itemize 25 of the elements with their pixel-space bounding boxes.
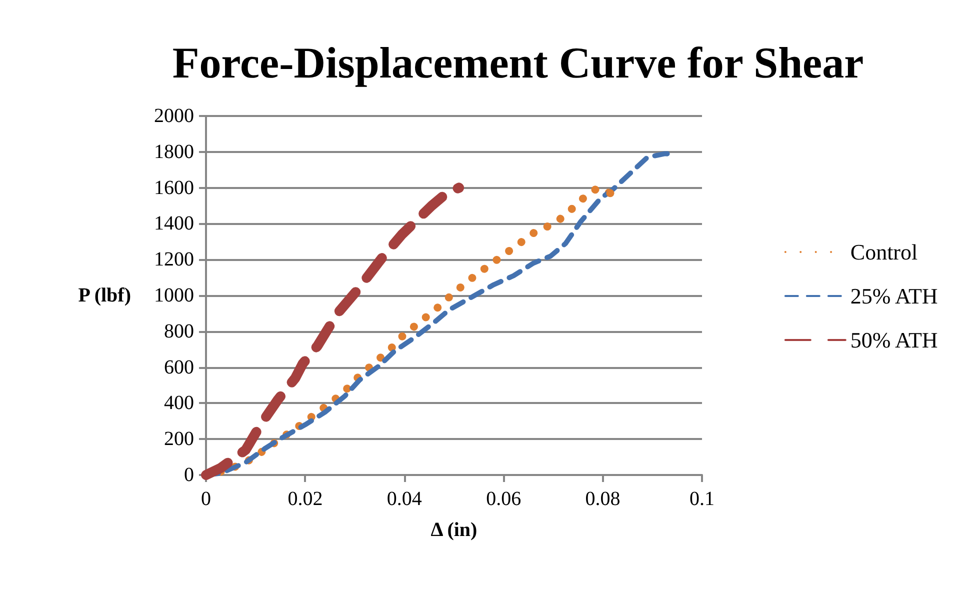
y-axis-title: P (lbf) xyxy=(78,284,131,306)
y-tick-label: 600 xyxy=(164,356,194,378)
legend-label: 50% ATH xyxy=(850,328,938,352)
chart-title: Force-Displacement Curve for Shear xyxy=(172,38,864,88)
y-tick-label: 1600 xyxy=(154,176,194,199)
x-tick-label: 0.02 xyxy=(288,488,323,510)
y-tick-label: 1400 xyxy=(154,212,194,235)
x-tick-label: 0.06 xyxy=(486,488,522,510)
legend-label: 25% ATH xyxy=(850,284,938,308)
legend-label: Control xyxy=(850,240,918,264)
y-tick-label: 0 xyxy=(184,464,194,486)
y-tick-label: 2000 xyxy=(154,105,194,127)
x-axis-title: Δ (in) xyxy=(430,519,478,541)
point xyxy=(606,189,614,198)
y-tick-label: 1200 xyxy=(154,248,194,271)
y-tick-label: 400 xyxy=(164,392,194,414)
x-tick-label: 0.08 xyxy=(585,488,620,510)
x-tick-label: 0.04 xyxy=(386,488,422,510)
y-tick-label: 1000 xyxy=(154,284,194,306)
y-tick-label: 200 xyxy=(164,428,194,450)
point xyxy=(454,182,464,193)
x-tick-label: 0 xyxy=(201,488,211,510)
x-tick-label: 0.1 xyxy=(690,488,714,510)
y-tick-label: 800 xyxy=(164,320,194,342)
y-tick-label: 1800 xyxy=(154,140,194,163)
